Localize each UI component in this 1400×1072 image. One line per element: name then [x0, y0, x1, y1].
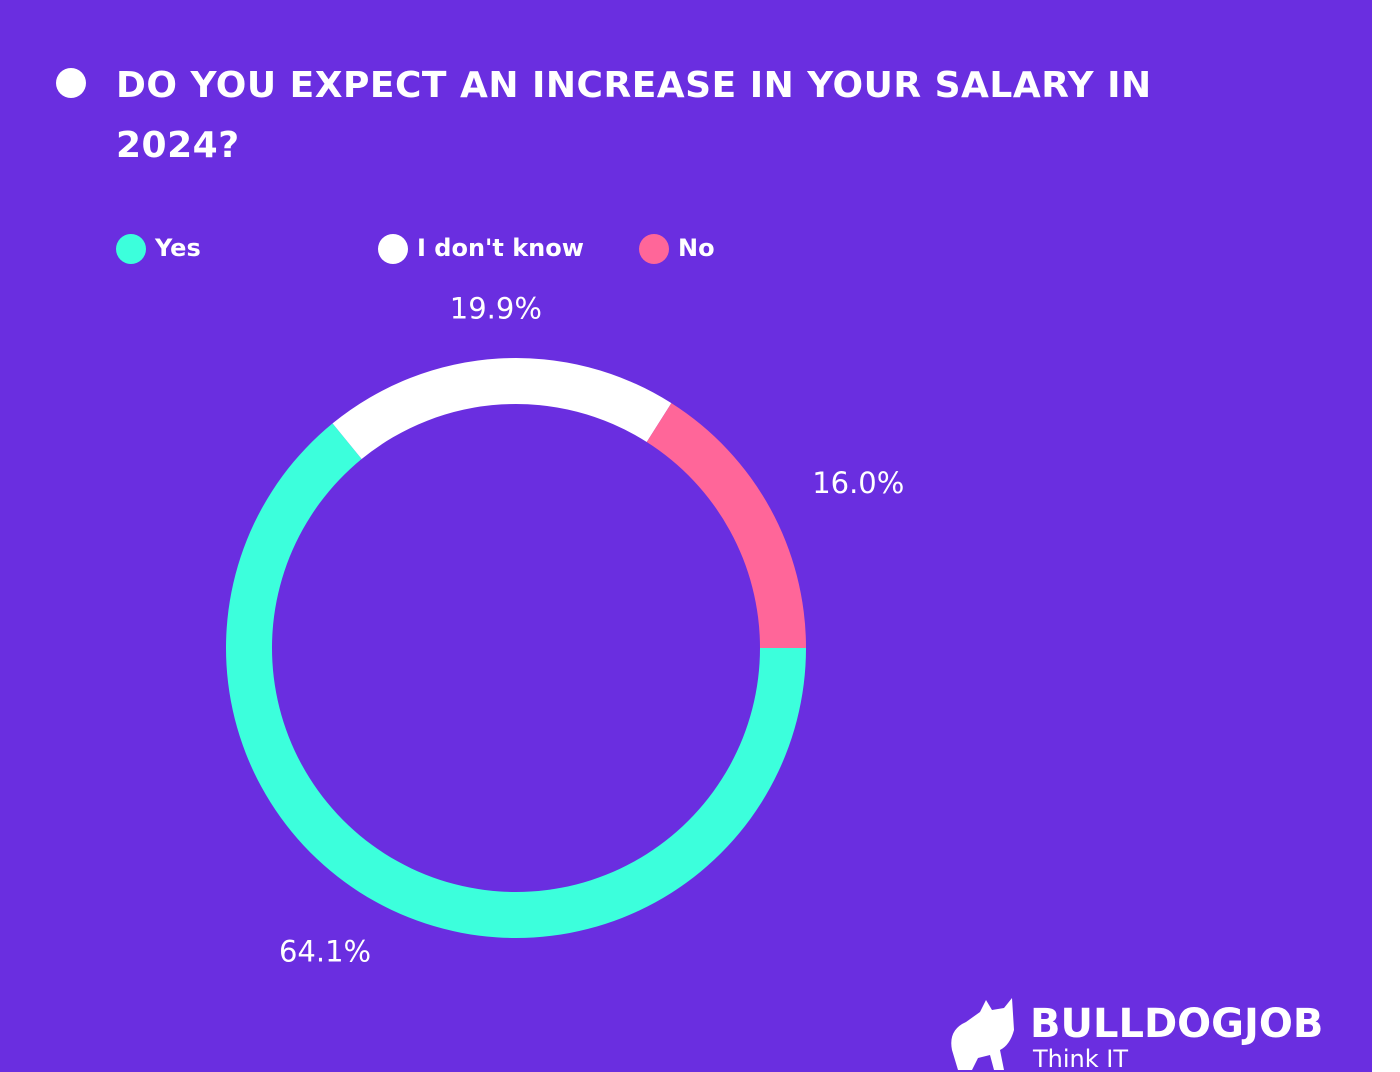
- logo: BULLDOGJOB Think IT: [951, 998, 1323, 1072]
- value-label: 64.1%: [279, 934, 371, 968]
- value-label: 16.0%: [812, 466, 904, 500]
- chart-title: DO YOU EXPECT AN INCREASE IN YOUR SALARY…: [116, 65, 1152, 166]
- legend-label: I don't know: [417, 234, 584, 262]
- legend-marker: [116, 234, 146, 264]
- logo-dog: [951, 998, 1014, 1070]
- legend-label: No: [678, 234, 715, 262]
- donut-segment: [225, 423, 806, 938]
- logo-name: BULLDOGJOB: [1030, 1001, 1323, 1047]
- legend-marker: [378, 234, 408, 264]
- value-label: 19.9%: [450, 292, 542, 326]
- title-bullet: [56, 68, 86, 98]
- donut-segment: [332, 358, 672, 460]
- legend-label: Yes: [154, 234, 201, 262]
- logo-tagline: Think IT: [1032, 1045, 1128, 1072]
- legend-marker: [639, 234, 669, 264]
- donut-segment: [646, 403, 806, 648]
